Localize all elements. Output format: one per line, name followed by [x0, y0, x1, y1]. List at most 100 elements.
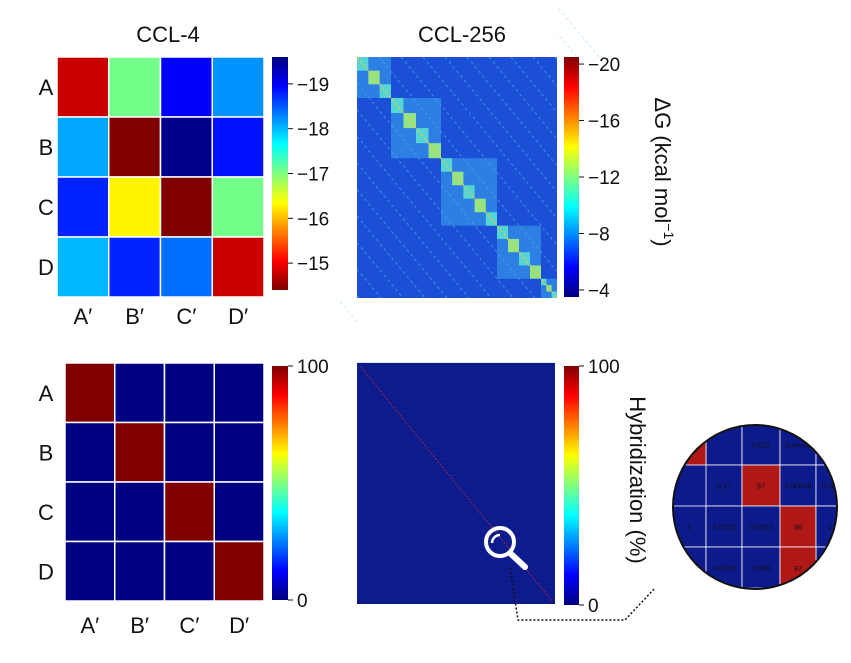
texture-cell [541, 278, 547, 286]
colorbar-tick-label: 0 [297, 591, 308, 612]
col-label: D′ [228, 304, 248, 329]
dg-axis-label: ΔG (kcal mol−1) [650, 97, 677, 246]
magnifier-icon [484, 526, 528, 570]
texture-streak [532, 56, 558, 87]
col-label: D′ [229, 613, 249, 638]
heatmap-cell [114, 540, 166, 602]
dg-ccl4-colorbar-ticks: −15 −16 −17 −18 −19 [288, 75, 329, 275]
inset-cell-text: 4 [687, 523, 691, 532]
heatmap-cell [159, 56, 213, 118]
inset-cell-text: 8.4e-0 [822, 441, 843, 450]
heatmap-cell [213, 481, 265, 543]
hyb-ccl256-colorbar [564, 366, 579, 605]
inset-cell-text: 0.17 [717, 482, 732, 491]
heatmap-cell [211, 176, 265, 238]
inset-cell-text: 0.0023 [750, 523, 773, 532]
colorbar-tick-label: 0 [588, 596, 599, 617]
dg-ccl256-colorbar [564, 57, 579, 297]
heatmap-cell [64, 362, 116, 424]
heatmap-cell [114, 481, 166, 543]
col-label: C′ [176, 304, 196, 329]
colorbar-tick-label: 100 [588, 357, 620, 378]
texture-cell [379, 84, 391, 98]
col-label: B′ [130, 613, 149, 638]
texture-cell [497, 225, 508, 239]
heatmap-cell [163, 540, 215, 602]
texture-streak [400, 56, 558, 246]
heatmap-cell [163, 481, 215, 543]
heatmap-cell [108, 176, 162, 238]
col-label: B′ [125, 304, 144, 329]
inset-cell [779, 505, 817, 548]
heatmap-cell [56, 176, 110, 238]
col-label: A′ [80, 613, 99, 638]
texture-cell [416, 128, 429, 144]
inset-cell-text: 0.0018 [713, 564, 736, 573]
row-label: D [38, 255, 54, 280]
heatmap-cell [108, 236, 162, 298]
colorbar-tick-label: −15 [297, 254, 329, 275]
hybridization-axis-label: Hybridization (%) [625, 396, 650, 564]
colorbar-tick-label: −16 [588, 112, 620, 133]
inset-cell-text: 0.00098 [784, 482, 811, 491]
col-label: A′ [73, 304, 92, 329]
texture-streak [356, 109, 514, 299]
heatmap-cell [211, 236, 265, 298]
texture-streak [556, 6, 600, 58]
dg-ccl4-row-labels: A B C D [38, 75, 54, 280]
colorbar-tick-label: −20 [588, 55, 620, 76]
hyb-ccl4-row-labels: A B C D [38, 381, 54, 585]
dg-ccl256-title: CCL-256 [418, 22, 506, 47]
heatmap-cell [163, 362, 215, 424]
inset-cell [705, 464, 743, 507]
hyb-ccl256-panel: 100 0 Hybridization (%) [357, 357, 656, 621]
inset-cell-text: 97 [757, 482, 765, 491]
texture-streak [422, 56, 558, 219]
dg-ccl256-panel: CCL-256 −4 −8 −12 −16 −20 ΔG (kcal mol−1) [336, 6, 677, 323]
texture-cell [519, 252, 530, 266]
inset-cell [741, 546, 781, 589]
inset-cell-text: 0037 [681, 564, 698, 573]
heatmap-cell [211, 56, 265, 118]
texture-streak [554, 56, 558, 60]
dg-ccl4-col-labels: A′ B′ C′ D′ [73, 304, 248, 329]
texture-cell [452, 171, 464, 186]
texture-cell [403, 113, 416, 129]
texture-cell [551, 291, 557, 298]
row-label: C [38, 195, 54, 220]
texture-cell [474, 198, 486, 213]
heatmap-cell [56, 56, 110, 118]
texture-streak [556, 32, 578, 58]
texture-streak [336, 297, 358, 323]
heatmap-cell [64, 540, 116, 602]
zoom-connector [509, 567, 656, 621]
heatmap-cell [159, 236, 213, 298]
inset-cell-text: 96 [794, 523, 802, 532]
heatmap-cell [213, 362, 265, 424]
hyb-ccl4-colorbar-ticks: 100 0 [288, 357, 329, 612]
colorbar-tick-label: −18 [297, 120, 329, 141]
texture-cell [357, 57, 369, 71]
texture-diagonal [356, 56, 558, 299]
heatmap-cell [56, 236, 110, 298]
inset-cell-text: 0.0023 [713, 523, 736, 532]
inset-cell-text: 1.3 [828, 523, 838, 532]
heatmap-cell [64, 481, 116, 543]
texture-streak [356, 136, 492, 299]
hyb-ccl4-panel: A B C D A′ B′ C′ D′ 100 0 [38, 357, 329, 638]
colorbar-tick-label: −8 [588, 224, 610, 245]
texture-streak [444, 56, 558, 193]
row-label: A [39, 75, 54, 100]
row-label: D [38, 559, 54, 584]
heatmap-cell [108, 56, 162, 118]
heatmap-cell [114, 421, 166, 483]
heatmap-cell [114, 362, 166, 424]
inset-cell-text: 8.4e-05 [785, 441, 810, 450]
texture-streak [356, 295, 360, 299]
dg-ccl256-texture [336, 6, 600, 323]
heatmap-cell [213, 540, 265, 602]
colorbar-tick-label: −16 [297, 209, 329, 230]
dg-ccl4-title: CCL-4 [136, 22, 200, 47]
inset-cell-text: 97 [794, 564, 802, 573]
